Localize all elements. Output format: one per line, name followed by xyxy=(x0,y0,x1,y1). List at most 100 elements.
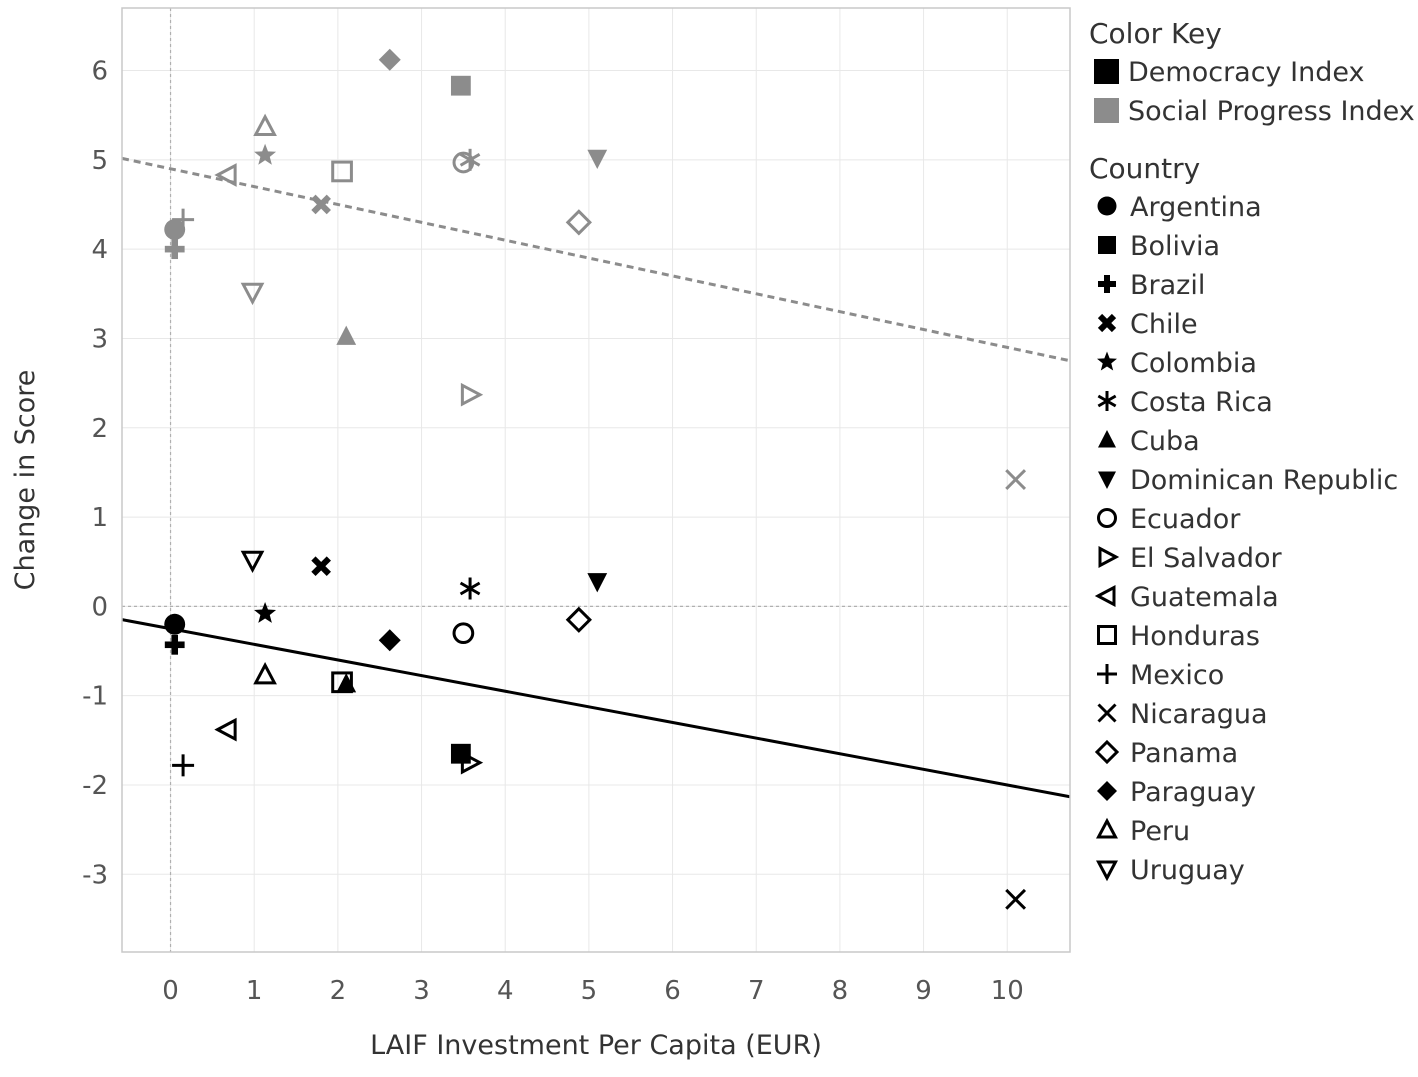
country-key-label: Peru xyxy=(1130,816,1190,847)
point-democracy-index-uruguay xyxy=(240,550,265,574)
y-tick-label: -1 xyxy=(82,682,108,712)
plus-icon xyxy=(1097,664,1117,684)
y-axis-title: Change in Score xyxy=(10,370,41,591)
y-tick-label: 1 xyxy=(91,503,108,533)
country-key-paraguay: Paraguay xyxy=(1097,777,1256,808)
point-democracy-index-argentina xyxy=(164,613,186,635)
point-social-progress-index-argentina xyxy=(164,219,186,240)
country-key-dominican-republic: Dominican Republic xyxy=(1098,465,1398,496)
country-key-panama: Panama xyxy=(1094,738,1238,769)
x-tick-label: 2 xyxy=(330,976,347,1006)
y-tick-label: -2 xyxy=(82,771,108,801)
country-key-honduras: Honduras xyxy=(1097,621,1260,652)
x-axis-title: LAIF Investment Per Capita (EUR) xyxy=(370,1030,822,1061)
country-key-peru: Peru xyxy=(1096,816,1190,847)
triangle-right-open-icon xyxy=(1098,546,1120,568)
color-swatch xyxy=(1094,98,1119,123)
country-key-label: El Salvador xyxy=(1130,543,1283,574)
point-social-progress-index-brazil xyxy=(164,239,185,260)
x-bold-icon xyxy=(1097,313,1117,333)
point-social-progress-index-paraguay xyxy=(378,48,401,71)
country-key-label: Costa Rica xyxy=(1130,387,1273,418)
country-key-nicaragua: Nicaragua xyxy=(1097,699,1268,730)
point-social-progress-index-bolivia xyxy=(450,75,471,96)
point-social-progress-index-peru xyxy=(253,113,277,136)
country-key-label: Ecuador xyxy=(1130,504,1241,535)
star-icon xyxy=(1097,351,1117,371)
country-key-cuba: Cuba xyxy=(1098,426,1200,457)
trendline-social-progress-index xyxy=(121,156,1071,363)
square-open-icon xyxy=(1097,625,1117,645)
country-key-costa-rica: Costa Rica xyxy=(1097,387,1273,418)
country-key-label: Honduras xyxy=(1130,621,1260,652)
legend: Color Key Democracy Index Social Progress… xyxy=(1089,17,1415,886)
country-key-entries: Argentina Bolivia Brazil Chile Colombia Costa… xyxy=(1094,192,1398,886)
point-democracy-index-chile xyxy=(311,556,331,577)
country-key-bolivia: Bolivia xyxy=(1098,231,1220,262)
asterisk-icon xyxy=(1097,391,1117,411)
color-key-democracy-index: Democracy Index xyxy=(1094,57,1364,88)
point-democracy-index-el-salvador xyxy=(460,750,484,775)
cross-icon xyxy=(1098,275,1116,293)
country-key-brazil: Brazil xyxy=(1098,270,1205,301)
point-democracy-index-costa-rica xyxy=(459,577,481,600)
diamond-icon xyxy=(1097,781,1117,801)
country-key-guatemala: Guatemala xyxy=(1094,582,1279,613)
x-tick-label: 3 xyxy=(413,976,430,1006)
x-icon xyxy=(1097,703,1117,723)
country-key-label: Colombia xyxy=(1130,348,1257,379)
grid-layer xyxy=(122,8,1070,952)
country-key-label: Cuba xyxy=(1130,426,1200,457)
point-social-progress-index-panama xyxy=(565,209,592,236)
country-key-mexico: Mexico xyxy=(1097,660,1224,691)
point-social-progress-index-cuba xyxy=(336,325,357,345)
x-tick-labels: 0 1 2 3 4 5 6 7 8 9 10 xyxy=(162,976,1024,1006)
y-tick-labels: -3 -2 -1 0 1 2 3 4 5 6 xyxy=(82,57,108,891)
country-key-ecuador: Ecuador xyxy=(1097,504,1241,535)
x-tick-label: 1 xyxy=(246,976,263,1006)
y-tick-label: 2 xyxy=(91,414,108,444)
point-social-progress-index-ecuador xyxy=(452,151,475,174)
plot-frame xyxy=(121,7,1071,953)
x-tick-label: 7 xyxy=(748,976,765,1006)
data-points xyxy=(164,48,1027,910)
x-tick-label: 5 xyxy=(581,976,598,1006)
point-democracy-index-peru xyxy=(253,662,277,685)
point-democracy-index-mexico xyxy=(172,754,195,777)
triangle-down-icon xyxy=(1098,471,1116,489)
point-democracy-index-dominican-republic xyxy=(587,573,608,593)
color-key-label: Democracy Index xyxy=(1128,57,1364,88)
point-democracy-index-honduras xyxy=(331,671,353,694)
country-key-label: Argentina xyxy=(1130,192,1262,223)
y-tick-label: 6 xyxy=(91,57,108,87)
point-social-progress-index-el-salvador xyxy=(460,382,484,407)
x-tick-label: 10 xyxy=(991,976,1024,1006)
country-key-label: Guatemala xyxy=(1130,582,1279,613)
point-democracy-index-cuba xyxy=(336,673,357,693)
triangle-down-open-icon xyxy=(1096,860,1118,882)
x-tick-label: 8 xyxy=(832,976,849,1006)
x-tick-label: 0 xyxy=(162,976,179,1006)
country-key-uruguay: Uruguay xyxy=(1096,855,1245,886)
point-social-progress-index-dominican-republic xyxy=(587,149,608,170)
point-social-progress-index-honduras xyxy=(331,160,353,183)
point-social-progress-index-nicaragua xyxy=(1005,469,1027,490)
triangle-up-open-icon xyxy=(1096,817,1118,839)
y-tick-label: -3 xyxy=(82,860,108,890)
point-democracy-index-guatemala xyxy=(214,717,237,742)
trendlines xyxy=(121,156,1071,799)
country-key-label: Nicaragua xyxy=(1130,699,1268,730)
point-social-progress-index-guatemala xyxy=(214,163,237,187)
color-key-label: Social Progress Index xyxy=(1128,96,1415,127)
point-social-progress-index-mexico xyxy=(172,208,195,231)
reference-lines xyxy=(122,8,1070,952)
country-key-title: Country xyxy=(1089,152,1200,185)
country-key-label: Chile xyxy=(1130,309,1198,340)
circle-open-icon xyxy=(1097,508,1117,528)
point-social-progress-index-uruguay xyxy=(240,282,265,306)
point-democracy-index-panama xyxy=(565,606,592,633)
country-key-label: Dominican Republic xyxy=(1130,465,1398,496)
y-tick-label: 5 xyxy=(91,146,108,176)
